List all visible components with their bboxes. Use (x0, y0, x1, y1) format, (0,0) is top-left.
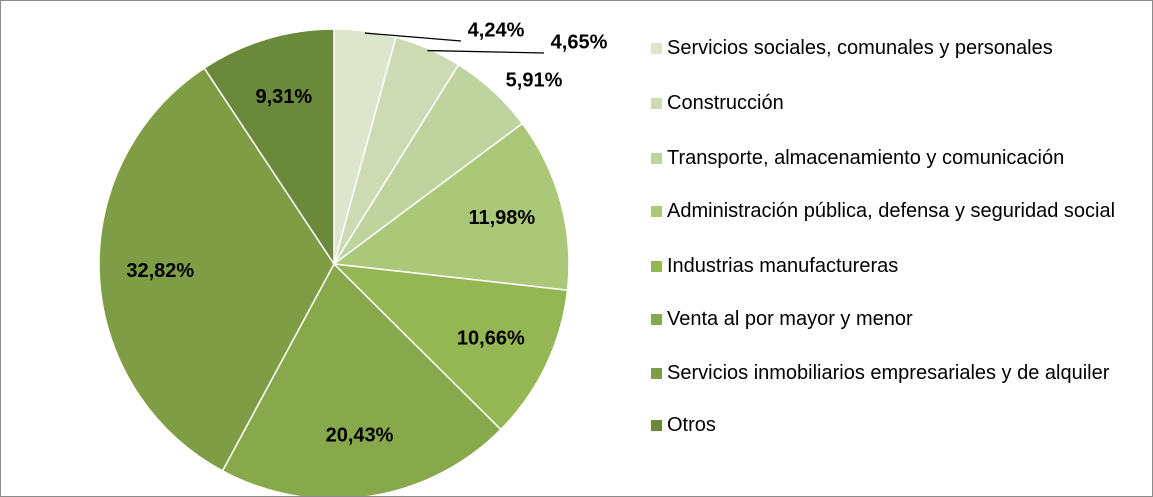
legend-label: Venta al por mayor y menor (667, 308, 913, 330)
legend-swatch (651, 43, 662, 54)
legend-swatch (651, 314, 662, 325)
legend-label: Construcción (667, 92, 784, 114)
legend-item: Venta al por mayor y menor (651, 309, 1131, 330)
legend-swatch (651, 153, 662, 164)
pie-slice (331, 263, 569, 431)
data-label: 32,82% (126, 260, 194, 282)
data-label: 11,98% (468, 207, 535, 229)
legend-item: Construcción (651, 93, 1131, 114)
legend-item: Otros (651, 415, 1131, 436)
legend-swatch (651, 261, 662, 272)
legend-item: Servicios sociales, comunales y personal… (651, 38, 1131, 59)
pie-slice (203, 28, 335, 267)
legend-label: Transporte, almacenamiento y comunicació… (667, 147, 1065, 169)
legend-item: Transporte, almacenamiento y comunicació… (651, 148, 1131, 169)
pie-slice (332, 122, 570, 292)
pie-slice (98, 67, 335, 472)
leader-line (427, 49, 545, 54)
legend-swatch (651, 420, 662, 431)
legend-label: Industrias manufactureras (667, 255, 899, 277)
data-label: 20,43% (326, 424, 394, 446)
leader-line (364, 32, 462, 42)
legend-swatch (651, 98, 662, 109)
data-label: 5,91% (506, 69, 563, 91)
pie-slice (221, 262, 502, 496)
legend-swatch (651, 368, 662, 379)
legend-item: Administración pública, defensa y seguri… (651, 201, 1131, 222)
legend-item: Servicios inmobiliarios empresariales y … (651, 363, 1131, 384)
legend-label: Servicios sociales, comunales y personal… (667, 37, 1053, 59)
data-label: 4,65% (551, 31, 608, 53)
legend-item: Industrias manufactureras (651, 256, 1131, 277)
legend-swatch (651, 206, 662, 217)
legend-label: Administración pública, defensa y seguri… (667, 200, 1116, 222)
legend-label: Otros (667, 414, 716, 436)
data-label: 4,24% (468, 19, 525, 41)
data-label: 10,66% (457, 327, 525, 349)
legend-label: Servicios inmobiliarios empresariales y … (667, 362, 1110, 384)
data-label: 9,31% (256, 86, 313, 108)
